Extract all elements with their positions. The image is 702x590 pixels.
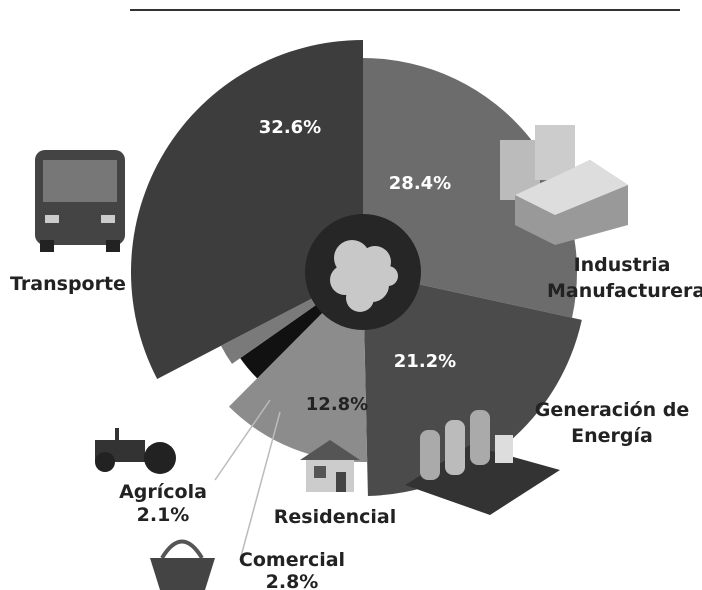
tractor-icon: [95, 428, 176, 474]
cloud-icon: [330, 240, 398, 312]
value-label: 21.2%: [394, 351, 456, 372]
category-label: Residencial: [273, 506, 397, 528]
category-label: Transporte: [10, 273, 126, 295]
value-label: 28.4%: [389, 173, 451, 194]
category-label: Industria Manufacturera: [547, 254, 702, 302]
slice: [131, 40, 363, 380]
value-label: 12.8%: [306, 394, 368, 415]
category-label: Agrícola: [119, 481, 207, 503]
value-label: 32.6%: [259, 117, 321, 138]
value-label: 2.8%: [265, 571, 319, 590]
house-icon: [300, 440, 360, 492]
plant-icon: [405, 410, 560, 515]
slice: [363, 272, 582, 496]
value-label: 2.1%: [136, 504, 190, 526]
basket-icon: [150, 539, 215, 590]
category-label: Generación de Energía: [534, 399, 690, 447]
leader-line: [239, 411, 281, 561]
bus-icon: [35, 150, 125, 252]
leader-line: [214, 399, 271, 481]
factory-icon: [500, 125, 628, 245]
category-label: Comercial: [238, 549, 346, 571]
